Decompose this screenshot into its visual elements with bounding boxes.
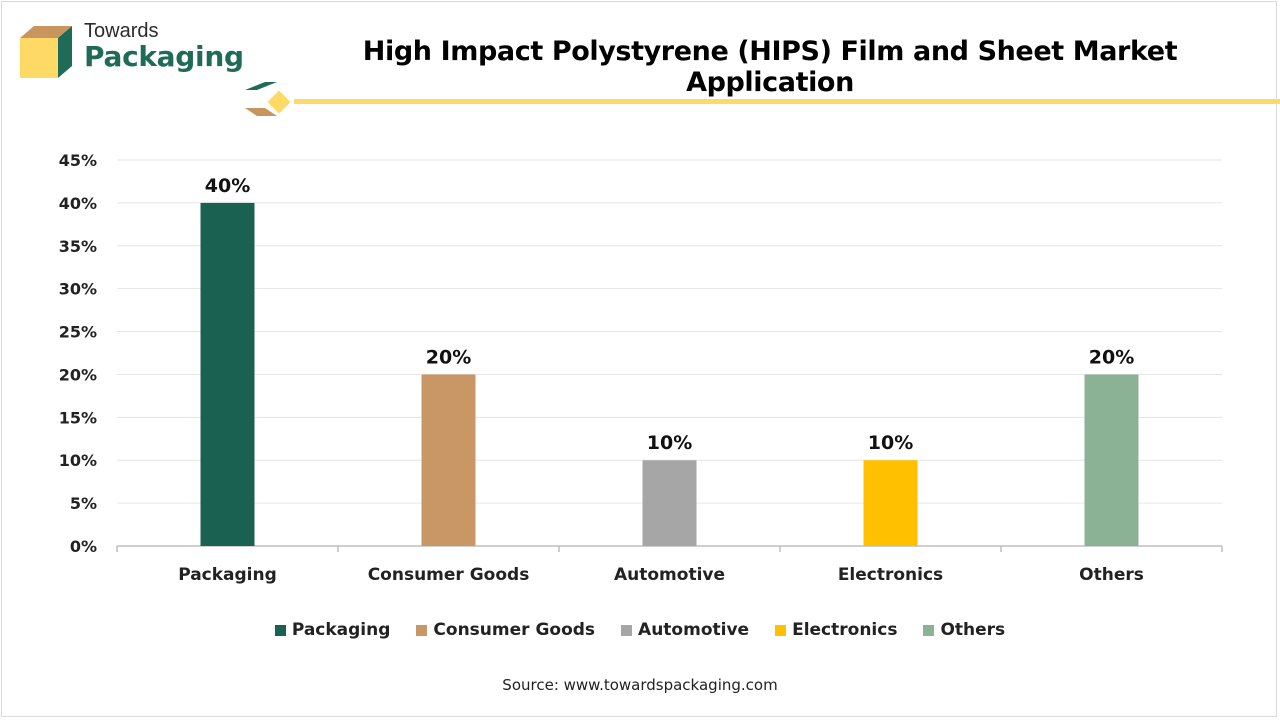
chart-title: High Impact Polystyrene (HIPS) Film and … bbox=[362, 36, 1178, 98]
legend-swatch bbox=[274, 624, 286, 636]
bar-others bbox=[1084, 374, 1139, 546]
legend-label: Others bbox=[940, 620, 1006, 640]
title-underline-decoration bbox=[245, 82, 1280, 117]
legend-item: Consumer Goods bbox=[416, 620, 595, 640]
brand-name-top: Towards bbox=[84, 20, 159, 42]
data-label: 10% bbox=[868, 432, 913, 454]
legend-item: Others bbox=[923, 620, 1005, 640]
box-logo-icon bbox=[20, 26, 72, 78]
legend: Packaging Consumer Goods Automotive Electro… bbox=[0, 620, 1280, 640]
legend-item: Electronics bbox=[775, 620, 897, 640]
x-tick-label: Consumer Goods bbox=[368, 565, 530, 585]
legend-label: Electronics bbox=[792, 620, 898, 640]
brand-name-bottom: Packaging bbox=[84, 40, 244, 73]
bar-automotive bbox=[642, 460, 697, 546]
data-label: 20% bbox=[1089, 346, 1134, 368]
x-tick-label: Packaging bbox=[178, 565, 277, 585]
source-note: Source: www.towardspackaging.com bbox=[502, 676, 778, 694]
data-label: 10% bbox=[647, 432, 692, 454]
x-tick-label: Automotive bbox=[614, 565, 725, 585]
bar-packaging bbox=[200, 202, 255, 546]
y-tick-label: 0% bbox=[70, 537, 97, 556]
legend-item: Packaging bbox=[274, 620, 391, 640]
legend-label: Packaging bbox=[291, 620, 391, 640]
y-tick-label: 10% bbox=[59, 451, 97, 470]
data-label: 20% bbox=[426, 346, 471, 368]
legend-swatch bbox=[621, 624, 633, 636]
y-tick-label: 20% bbox=[59, 365, 97, 384]
y-tick-label: 25% bbox=[59, 323, 97, 342]
x-tick-label: Electronics bbox=[838, 565, 943, 585]
brand-logo: Towards Packaging bbox=[16, 20, 256, 82]
y-tick-label: 5% bbox=[70, 494, 97, 513]
y-tick-label: 45% bbox=[59, 151, 97, 170]
y-tick-label: 15% bbox=[59, 408, 97, 427]
y-tick-label: 40% bbox=[59, 194, 97, 213]
data-label: 40% bbox=[205, 175, 250, 197]
y-tick-label: 35% bbox=[59, 237, 97, 256]
legend-swatch bbox=[416, 624, 428, 636]
legend-swatch bbox=[923, 624, 935, 636]
x-tick-label: Others bbox=[1079, 565, 1144, 585]
bar-consumer-goods bbox=[421, 374, 476, 546]
legend-label: Consumer Goods bbox=[433, 620, 596, 640]
y-tick-label: 30% bbox=[59, 280, 97, 299]
legend-item: Automotive bbox=[621, 620, 749, 640]
legend-swatch bbox=[775, 624, 787, 636]
legend-label: Automotive bbox=[638, 620, 750, 640]
bar-electronics bbox=[863, 460, 918, 546]
